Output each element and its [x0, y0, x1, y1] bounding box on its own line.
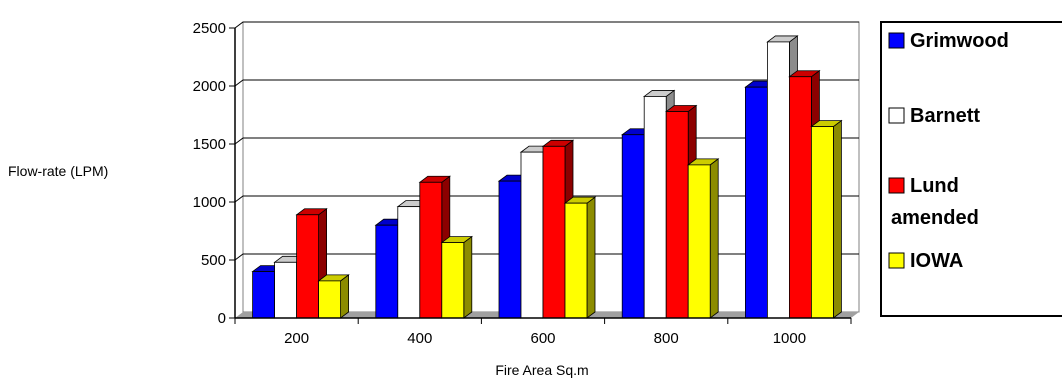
- y-tick-label: 500: [201, 252, 226, 269]
- bars: [251, 35, 843, 319]
- x-tick-labels: 200 400 600 800 1000: [234, 318, 852, 347]
- legend: Grimwood Barnett Lund amended IOWA: [888, 30, 1009, 272]
- y-tick-label: 1500: [193, 136, 226, 153]
- y-tick-label: 2000: [193, 78, 226, 95]
- bar-front: [296, 214, 320, 319]
- bar-front: [441, 242, 465, 319]
- legend-label: amended: [891, 207, 979, 229]
- bar: [687, 158, 720, 319]
- bar-front: [745, 86, 768, 319]
- bar-side: [586, 196, 596, 319]
- legend-swatch: [888, 32, 905, 49]
- y-tick-label: 0: [218, 310, 226, 327]
- bar-front: [811, 126, 834, 319]
- bar-front: [564, 202, 588, 319]
- legend-label: IOWA: [910, 250, 963, 272]
- bar-front: [687, 164, 711, 319]
- x-axis-title: Fire Area Sq.m: [495, 362, 588, 378]
- bar-front: [252, 271, 276, 319]
- legend-label: Grimwood: [910, 30, 1009, 52]
- bar-front: [621, 134, 645, 319]
- bar: [563, 196, 597, 319]
- bar-front: [520, 151, 544, 319]
- x-tick-label: 800: [654, 330, 679, 347]
- x-tick-label: 400: [407, 330, 432, 347]
- bar-front: [665, 111, 689, 319]
- legend-swatch: [888, 252, 905, 269]
- x-tick-label: 200: [284, 330, 309, 347]
- bar-side: [709, 158, 719, 319]
- gridline: [234, 21, 859, 29]
- legend-swatch: [888, 107, 905, 124]
- bar: [440, 235, 473, 319]
- bar-side: [463, 235, 473, 319]
- bar: [810, 119, 843, 319]
- bar-front: [375, 224, 399, 319]
- y-tick-label: 2500: [193, 20, 226, 37]
- x-tick-label: 1000: [773, 330, 806, 347]
- legend-box: [880, 21, 1062, 317]
- y-tick-labels: 0 500 1000 1500 2000 2500: [193, 20, 235, 327]
- y-axis-title: Flow-rate (LPM): [8, 163, 108, 179]
- bar: [317, 274, 350, 319]
- bar-front: [274, 261, 298, 319]
- legend-swatch: [888, 177, 905, 194]
- bar-front: [498, 180, 522, 319]
- legend-label: Lund: [910, 175, 959, 197]
- legend-label: Barnett: [910, 105, 980, 127]
- bar-front: [789, 76, 812, 319]
- gridline: [234, 79, 859, 87]
- bar-front: [643, 96, 667, 319]
- bar-front: [419, 181, 443, 319]
- y-tick-label: 1000: [193, 194, 226, 211]
- bar-front: [767, 41, 790, 319]
- bar-front: [318, 280, 342, 319]
- bar-side: [833, 119, 842, 319]
- bar-front: [542, 145, 566, 319]
- x-tick-label: 600: [530, 330, 555, 347]
- bar-side: [340, 274, 350, 319]
- bar-front: [397, 206, 421, 319]
